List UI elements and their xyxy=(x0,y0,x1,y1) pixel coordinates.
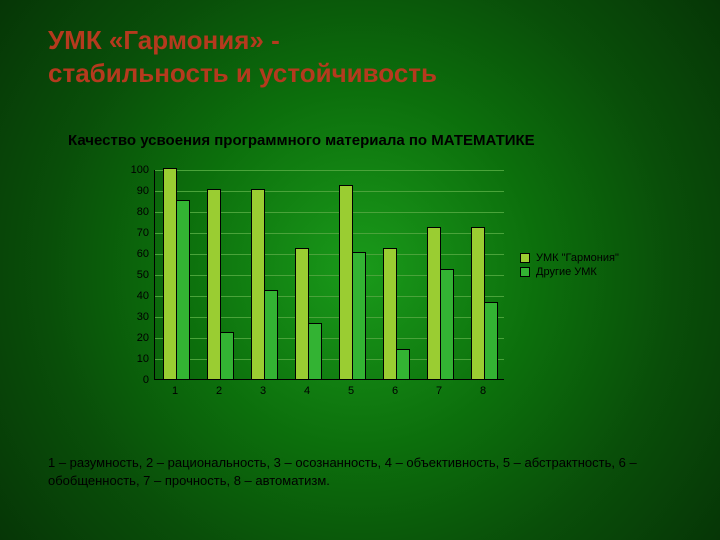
legend-item: УМК "Гармония" xyxy=(520,252,630,264)
bar xyxy=(339,185,353,379)
x-tick-label: 8 xyxy=(480,379,486,397)
y-tick-label: 90 xyxy=(137,185,155,197)
legend-item: Другие УМК xyxy=(520,266,630,278)
x-tick-label: 2 xyxy=(216,379,222,397)
legend-swatch xyxy=(520,253,530,263)
x-tick-label: 5 xyxy=(348,379,354,397)
bar xyxy=(440,269,454,379)
bar xyxy=(352,252,366,379)
bar xyxy=(251,189,265,379)
slide-title: УМК «Гармония» - стабильность и устойчив… xyxy=(48,24,672,89)
bar xyxy=(295,248,309,379)
y-tick-label: 50 xyxy=(137,269,155,281)
bar xyxy=(471,227,485,379)
y-tick-label: 70 xyxy=(137,227,155,239)
y-tick-label: 20 xyxy=(137,332,155,344)
title-line-1: УМК «Гармония» - xyxy=(48,24,672,57)
bar xyxy=(396,349,410,379)
bar xyxy=(207,189,221,379)
y-tick-label: 30 xyxy=(137,311,155,323)
x-tick-label: 6 xyxy=(392,379,398,397)
caption-text: 1 – разумность, 2 – рациональность, 3 – … xyxy=(48,454,672,489)
bar xyxy=(163,168,177,379)
y-tick-label: 0 xyxy=(143,374,155,386)
legend: УМК "Гармония" Другие УМК xyxy=(520,250,630,280)
chart-panel: 010203040506070809010012345678 УМК "Гарм… xyxy=(96,160,636,420)
plot-area: 010203040506070809010012345678 xyxy=(154,170,504,380)
x-tick-label: 1 xyxy=(172,379,178,397)
x-tick-label: 4 xyxy=(304,379,310,397)
bar xyxy=(220,332,234,379)
legend-label: УМК "Гармония" xyxy=(536,252,619,264)
y-tick-label: 80 xyxy=(137,206,155,218)
bar xyxy=(484,302,498,379)
y-tick-label: 60 xyxy=(137,248,155,260)
bar xyxy=(308,323,322,379)
y-tick-label: 40 xyxy=(137,290,155,302)
y-tick-label: 100 xyxy=(131,164,155,176)
chart-subtitle: Качество усвоения программного материала… xyxy=(68,132,535,149)
x-tick-label: 3 xyxy=(260,379,266,397)
title-line-2: стабильность и устойчивость xyxy=(48,57,672,90)
bar xyxy=(427,227,441,379)
legend-swatch xyxy=(520,267,530,277)
bar xyxy=(176,200,190,380)
slide: УМК «Гармония» - стабильность и устойчив… xyxy=(0,0,720,540)
y-tick-label: 10 xyxy=(137,353,155,365)
legend-label: Другие УМК xyxy=(536,266,597,278)
gridline xyxy=(155,170,504,171)
x-tick-label: 7 xyxy=(436,379,442,397)
bar xyxy=(383,248,397,379)
bar xyxy=(264,290,278,379)
